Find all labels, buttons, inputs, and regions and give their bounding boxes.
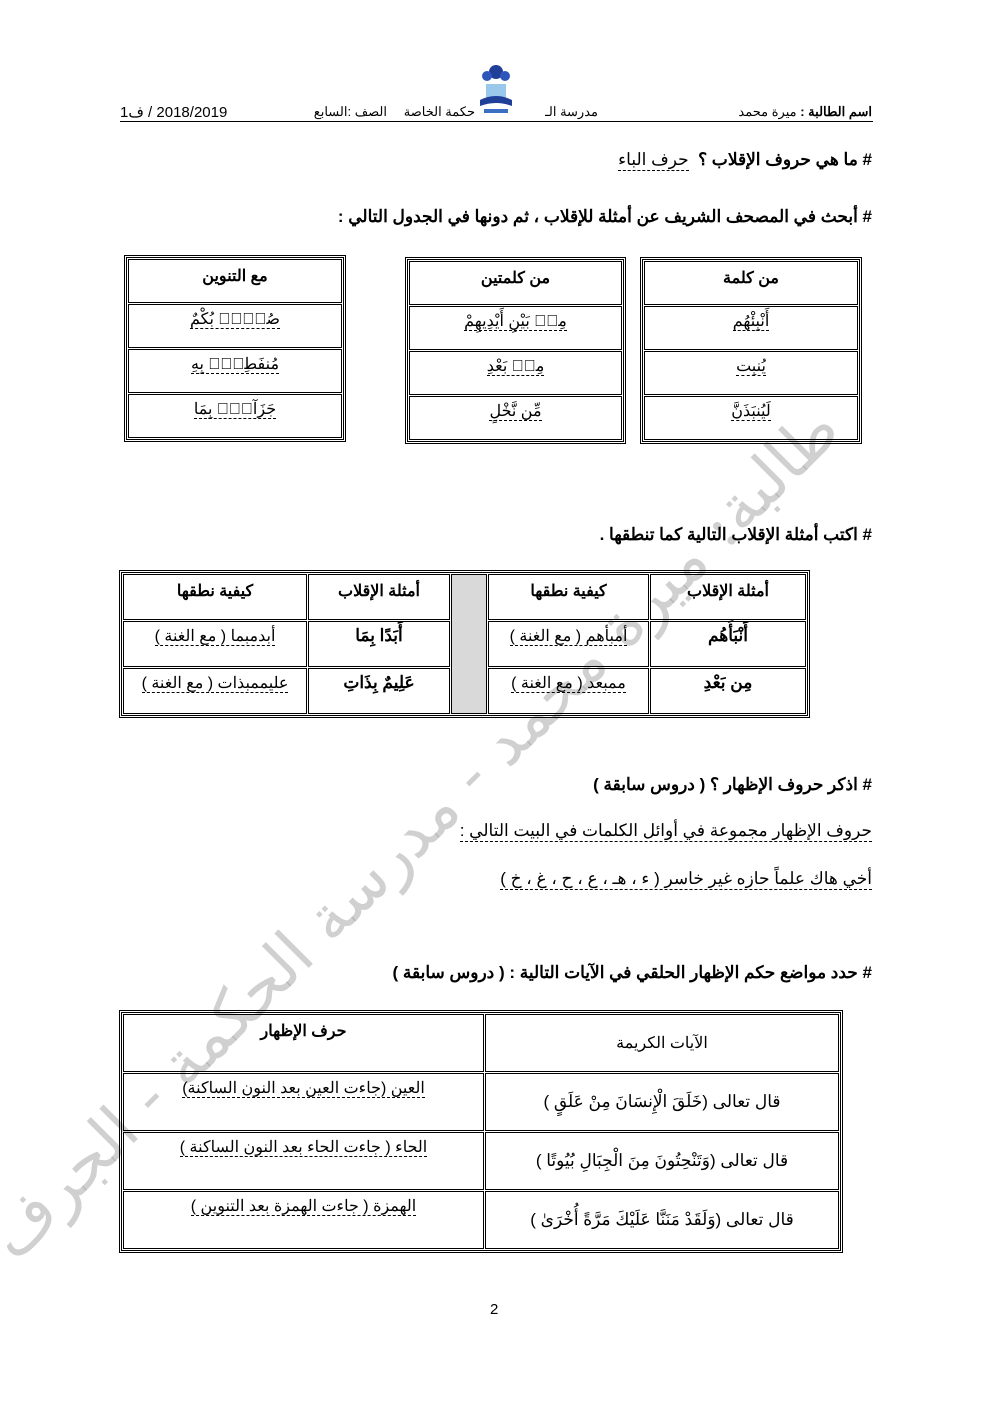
table-from-two-words: من كلمتين مِنۢ بَيْنِ أَيْدِيهِمْ مِنۢ ب… xyxy=(405,257,626,444)
table-cell: مِنۢ بَيْنِ أَيْدِيهِمْ xyxy=(464,313,567,331)
table-cell: أَبَدًا بِمَا xyxy=(308,621,450,667)
table-cell: قال تعالى (وَلَقَدْ مَنَنَّا عَلَيْكَ مَ… xyxy=(485,1191,839,1249)
table-cell: مِنۢ بَعْدِ xyxy=(486,358,545,376)
table-from-word: من كلمة أَنْبِئْهُم يُنبِت لَيُنبَذَنَّ xyxy=(640,257,862,444)
table-header: أمثلة الإقلاب xyxy=(308,574,450,620)
table-cell: صُمٌّۢ بُكْمٌ xyxy=(190,311,280,329)
table-header: الآيات الكريمة xyxy=(485,1014,839,1072)
table-cell: أمبأهم ( مع الغنة ) xyxy=(509,628,628,646)
table-cell: مِن بَعْدِ xyxy=(650,668,806,714)
table-cell: قال تعالى (خَلَقَ الْإِنسَانَ مِنْ عَلَق… xyxy=(485,1073,839,1131)
table-cell: يُنبِت xyxy=(736,358,766,376)
student-name-field: اسم الطالبة : ميرة محمد xyxy=(738,104,872,119)
question-3: # اكتب أمثلة الإقلاب التالية كما تنطقها … xyxy=(599,525,872,544)
grade-field: الصف :السابع xyxy=(313,104,387,119)
table-header: أمثلة الإقلاب xyxy=(650,574,806,620)
table-cell: لَيُنبَذَنَّ xyxy=(731,403,771,421)
question-1: # ما هي حروف الإقلاب ؟ حرف الباء xyxy=(618,150,872,171)
question-4: # اذكر حروف الإظهار ؟ ( دروس سابقة ) xyxy=(593,775,872,794)
answer-4-line-1: حروف الإظهار مجموعة في أوائل الكلمات في … xyxy=(459,821,872,842)
table-cell: أَنْبَأَهُم xyxy=(650,621,806,667)
izhar-table: الآيات الكريمة حرف الإظهار قال تعالى (خَ… xyxy=(119,1010,843,1253)
table-with-tanween: مع التنوين صُمٌّۢ بُكْمٌ مُنفَطِرٌۢ بِهِ… xyxy=(124,255,346,442)
question-5: # حدد مواضع حكم الإظهار الحلقي في الآيات… xyxy=(392,963,872,982)
year-term: 2018/2019 / ف1 xyxy=(120,104,228,122)
pronunciation-table: أمثلة الإقلاب كيفية نطقها أمثلة الإقلاب … xyxy=(119,570,810,718)
school-logo xyxy=(480,65,512,113)
table-header: من كلمتين xyxy=(409,261,622,305)
table-cell: أَنْبِئْهُم xyxy=(732,313,770,331)
table-cell: مُنفَطِرٌۢ بِهِ xyxy=(190,356,280,374)
table-cell: العين (جاءت العين بعد النون الساكنة) xyxy=(182,1080,425,1098)
table-cell: مِّن نَّخْلٍ xyxy=(489,403,542,421)
table-header: كيفية نطقها xyxy=(123,574,307,620)
school-name-suffix: حكمة الخاصة xyxy=(403,104,475,119)
table-cell: عليممبذات ( مع الغنة ) xyxy=(141,675,289,693)
school-name: مدرسة الـ xyxy=(545,104,598,119)
table-cell: ممبعد ( مع الغنة ) xyxy=(511,675,626,693)
separator-column xyxy=(451,574,487,714)
table-header: حرف الإظهار xyxy=(123,1014,484,1072)
table-cell: عَلِيمٌ بِذَاتِ xyxy=(308,668,450,714)
table-cell: أبدمبما ( مع الغنة ) xyxy=(154,628,276,646)
table-header: كيفية نطقها xyxy=(488,574,649,620)
table-cell: الهمزة ( جاءت الهمزة بعد التنوين ) xyxy=(190,1198,417,1216)
answer-4-line-2: أخي هاك علماً حازه غير خاسر ( ء ، هـ ، ع… xyxy=(500,869,872,890)
table-cell: جَزَآءًۢ بِمَا xyxy=(193,401,277,419)
table-cell: الحاء ( جاءت الحاء بعد النون الساكنة ) xyxy=(179,1139,428,1157)
question-2: # أبحث في المصحف الشريف عن أمثلة للإقلاب… xyxy=(337,207,872,226)
table-header: مع التنوين xyxy=(128,259,342,303)
table-header: من كلمة xyxy=(644,261,858,305)
table-cell: قال تعالى (وَتَنْحِتُونَ مِنَ الْجِبَالِ… xyxy=(485,1132,839,1190)
page-number: 2 xyxy=(490,1301,499,1318)
answer-1: حرف الباء xyxy=(618,150,689,171)
header-divider xyxy=(120,121,873,122)
